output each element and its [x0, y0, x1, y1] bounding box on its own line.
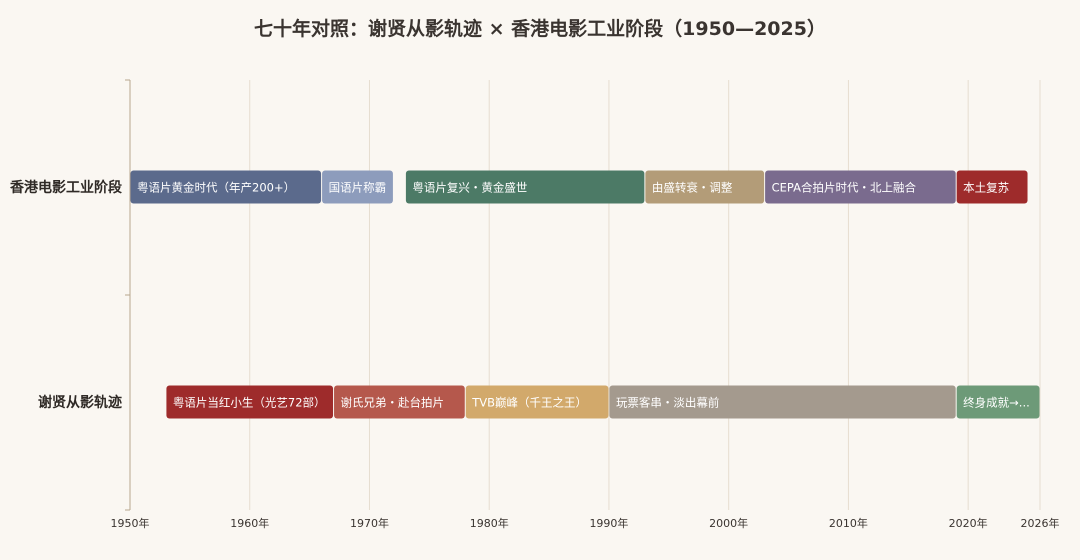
timeline-bar — [322, 170, 393, 204]
bar-label: 粤语片当红小生（光艺72部） — [173, 396, 326, 410]
timeline-bar — [166, 385, 334, 419]
timeline-bar — [609, 385, 956, 419]
x-tick-label: 1970年 — [350, 516, 389, 530]
gridlines — [129, 80, 1041, 510]
timeline-bar — [956, 170, 1028, 204]
timeline-bar — [334, 385, 465, 419]
timeline-bar — [956, 385, 1040, 419]
bar-label: 国语片称霸 — [329, 181, 387, 195]
timeline-bar — [765, 170, 956, 204]
timeline-bar — [405, 170, 645, 204]
bar-label: CEPA合拍片时代・北上融合 — [772, 181, 917, 195]
x-tick-label: 2010年 — [829, 516, 868, 530]
timeline-bar — [645, 170, 765, 204]
bar-label: 终身成就→... — [963, 396, 1030, 410]
x-tick-label: 2000年 — [709, 516, 748, 530]
chart-title: 七十年对照：谢贤从影轨迹 × 香港电影工业阶段（1950—2025） — [254, 18, 826, 40]
x-tick-label: 1950年 — [111, 516, 150, 530]
x-tick-label: 2026年 — [1021, 516, 1060, 530]
bar-label: 粤语片复兴・黄金盛世 — [412, 181, 527, 195]
timeline-bar — [130, 170, 322, 204]
timeline-bars: 粤语片黄金时代（年产200+） 国语片称霸 粤语片复兴・黄金盛世 由盛转衰・调整 CEP… — [130, 170, 1040, 419]
bar-label: 粤语片黄金时代（年产200+） — [137, 181, 295, 195]
axes — [125, 79, 131, 511]
x-tick-label: 1960年 — [230, 516, 269, 530]
row-label: 谢贤从影轨迹 — [38, 394, 122, 411]
bar-label: 由盛转衰・调整 — [652, 181, 733, 195]
axis-labels: 1950年 1960年 1970年 1980年 1990年 2000年 2010年 2020年… — [9, 179, 1060, 530]
x-tick-label: 1980年 — [470, 516, 509, 530]
row-label: 香港电影工业阶段 — [9, 179, 122, 196]
bar-label: TVB巅峰（千王之王） — [471, 396, 587, 410]
x-tick-label: 1990年 — [589, 516, 628, 530]
bar-label: 谢氏兄弟・赴台拍片 — [341, 396, 445, 410]
timeline-bar — [465, 385, 609, 419]
x-tick-label: 2020年 — [949, 516, 988, 530]
bar-label: 玩票客串・淡出幕前 — [616, 396, 720, 410]
bar-label: 本土复苏 — [963, 181, 1009, 195]
